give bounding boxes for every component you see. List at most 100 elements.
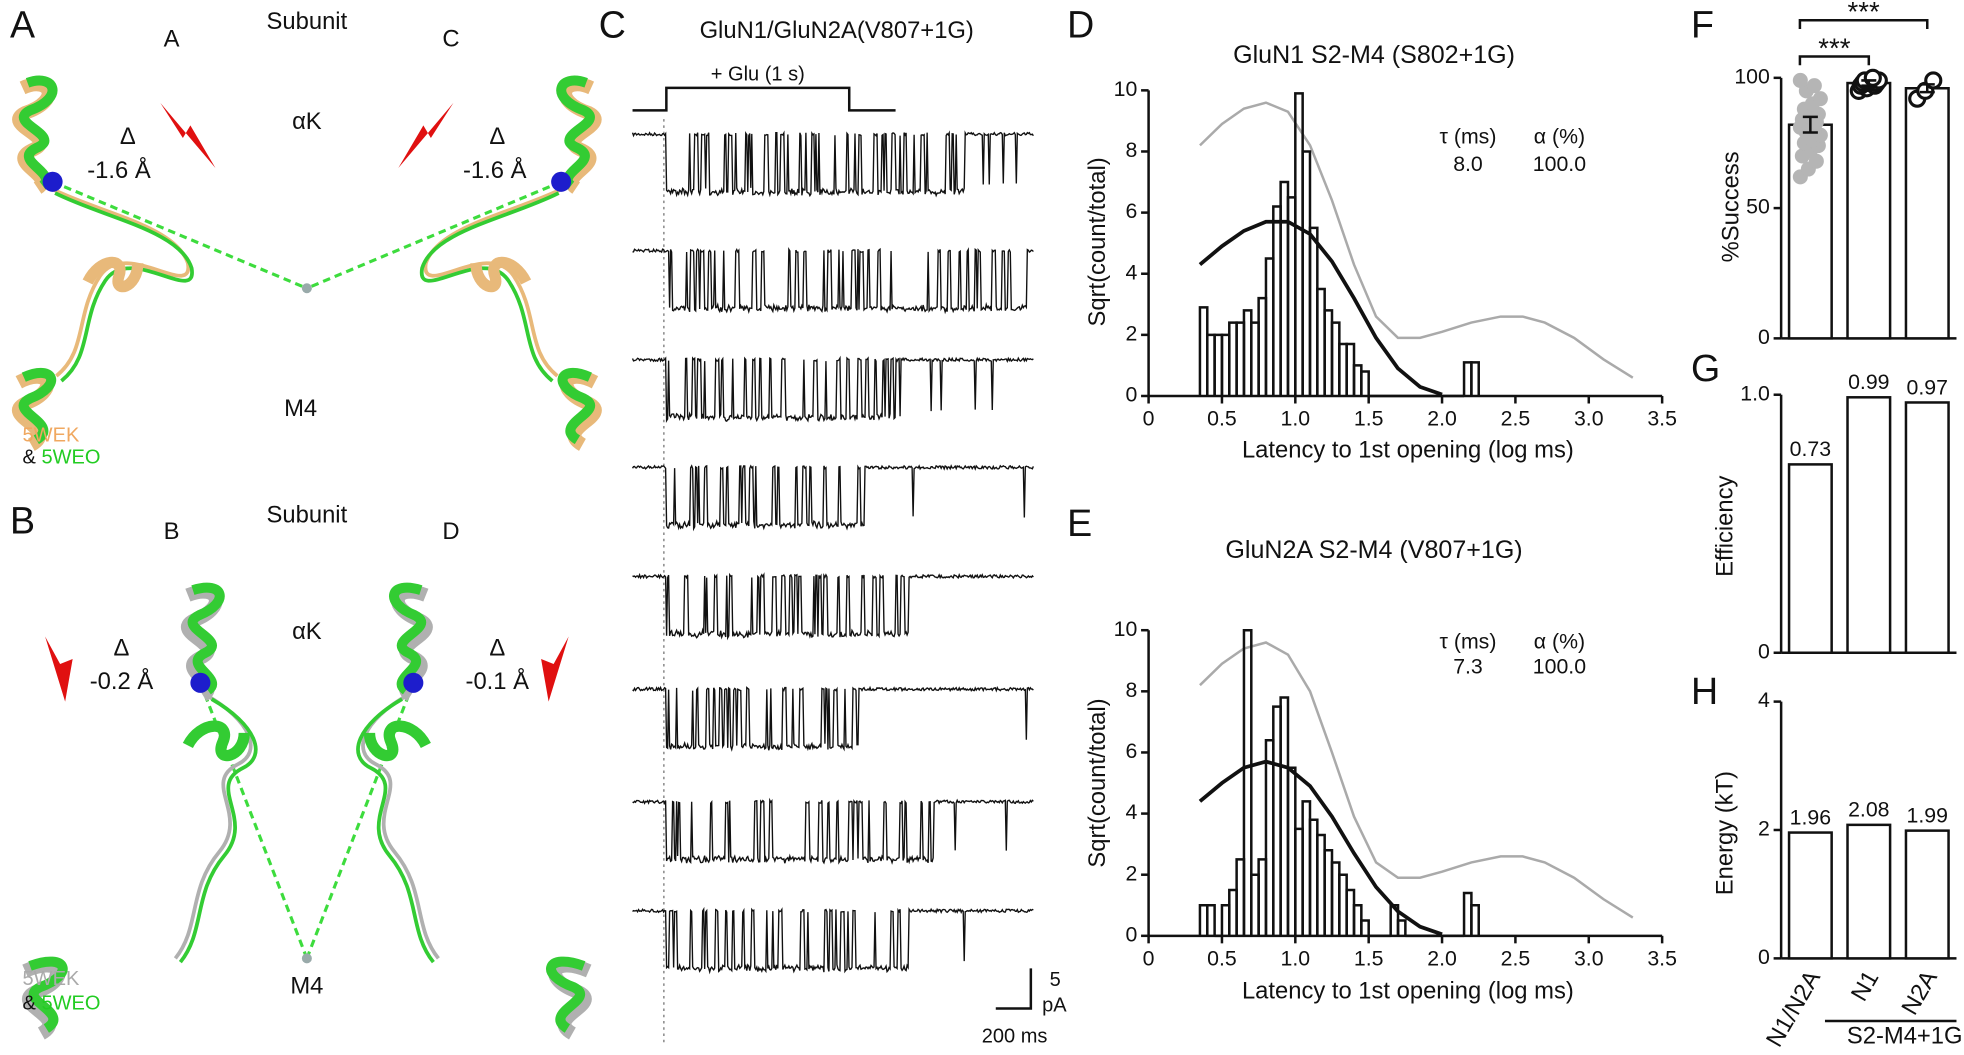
panel-b: B Subunit B D αK Δ -0.2 Å Δ -0.1 Å M4 5W…: [10, 500, 589, 1034]
x-tick-label: 2.5: [1501, 946, 1531, 970]
stimulus-label: + Glu (1 s): [711, 64, 805, 86]
y-tick-label: 6: [1125, 199, 1137, 223]
fit-value: 100.0: [1533, 654, 1586, 678]
legend-entry: 5WEK: [23, 968, 80, 990]
histogram-bar: [1242, 628, 1253, 936]
panel-label: H: [1691, 670, 1718, 712]
scale-label: 5: [1050, 969, 1061, 991]
fit-value: 100.0: [1533, 152, 1586, 176]
center-dot: [301, 953, 312, 964]
delta: Δ: [489, 123, 505, 150]
current-trace: [632, 572, 1034, 641]
value-label: 0.73: [1790, 437, 1831, 461]
y-tick-label: 1.0: [1740, 381, 1770, 405]
error-bar: [1802, 115, 1818, 134]
significance-label: ***: [1848, 0, 1880, 27]
structure-left: [19, 81, 307, 445]
value-label: 0.97: [1907, 375, 1948, 399]
legend-entry: 5WEO: [41, 447, 100, 469]
significance-bracket: [1798, 55, 1871, 66]
bar: [1904, 87, 1950, 340]
significance-label: ***: [1818, 33, 1850, 64]
x-tick-label: 3.0: [1574, 406, 1604, 430]
delta-value: -0.2 Å: [90, 667, 154, 695]
group-label: S2-M4+1G: [1847, 1023, 1963, 1050]
current-trace: [632, 906, 1034, 975]
x-tick-label: 0.5: [1207, 406, 1237, 430]
x-tick-label: 2.5: [1501, 406, 1531, 430]
fit-header: α (%): [1534, 629, 1585, 653]
y-axis-label: Sqrt(count/total): [1084, 157, 1111, 326]
data-point: [1806, 78, 1822, 94]
y-tick-label: 0: [1758, 325, 1770, 349]
data-point: [1812, 91, 1828, 107]
y-tick-label: 50: [1746, 195, 1770, 219]
domain-label: αK: [292, 618, 322, 645]
current-trace: [632, 685, 1034, 752]
current-trace: [631, 355, 1034, 424]
delta: Δ: [489, 634, 505, 661]
y-tick-label: 8: [1125, 138, 1137, 162]
x-tick-label: 2.0: [1427, 946, 1457, 970]
value-label: 1.99: [1907, 803, 1948, 827]
histogram-bar: [1470, 361, 1480, 396]
legend-entry: 5WEK: [23, 424, 80, 446]
x-tick-label: 1.5: [1354, 946, 1384, 970]
reference-curve: [1199, 101, 1634, 379]
structure-right: [307, 81, 595, 445]
y-axis-label: Efficiency: [1711, 475, 1738, 576]
delta-value: -1.6 Å: [87, 156, 151, 184]
x-axis-label: Latency to 1st opening (log ms): [1242, 977, 1574, 1004]
data-point: [1792, 72, 1808, 88]
reference-curve: [1199, 641, 1634, 919]
panel-label: G: [1691, 347, 1720, 389]
legend-sep: &: [23, 447, 37, 469]
histogram-bar: [1206, 904, 1216, 936]
value-label: 1.96: [1790, 805, 1831, 829]
fit-curve: [1198, 219, 1443, 397]
domain-label: αK: [292, 108, 322, 135]
histogram-bar: [1360, 919, 1370, 936]
current-trace: [631, 464, 1034, 532]
y-tick-label: 8: [1125, 678, 1137, 702]
center-dot: [301, 283, 312, 294]
error-bar: [1919, 83, 1935, 94]
bar: [1846, 81, 1892, 340]
fit-header: τ (ms): [1440, 629, 1497, 653]
y-tick-label: 10: [1114, 617, 1138, 641]
current-trace: [632, 246, 1034, 315]
panel-a: A Subunit A C αK Δ -1.6 Å Δ -1.6 Å M4 5W…: [10, 4, 595, 469]
stimulus-bar: [632, 86, 896, 112]
panel-label: C: [599, 4, 626, 46]
y-axis-label: Sqrt(count/total): [1084, 698, 1111, 867]
panel-label: E: [1067, 502, 1092, 544]
panel-label: B: [10, 500, 35, 542]
y-axis-label: %Success: [1718, 151, 1745, 262]
fit-header: τ (ms): [1440, 125, 1497, 149]
chart-title: GluN1 S2-M4 (S802+1G): [1233, 41, 1515, 69]
y-tick-label: 0: [1758, 945, 1770, 969]
fit-curve: [1198, 759, 1443, 937]
subunit-name: A: [164, 26, 180, 53]
scale-bar: [995, 968, 1033, 1010]
delta-value: -0.1 Å: [466, 667, 530, 695]
x-axis-label: Latency to 1st opening (log ms): [1242, 436, 1574, 463]
y-tick-label: 4: [1125, 260, 1137, 284]
bar: [1846, 396, 1892, 655]
y-tick-label: 0: [1125, 922, 1137, 946]
y-tick-label: 2: [1758, 817, 1770, 841]
y-tick-label: 4: [1758, 688, 1770, 712]
segment-label: M4: [290, 972, 323, 999]
x-tick-label: 1.0: [1281, 946, 1311, 970]
x-tick-label: 0: [1143, 406, 1155, 430]
panel-title: GluN1/GluN2A(V807+1G): [700, 17, 974, 44]
histogram-bar: [1470, 904, 1480, 936]
histogram-bar: [1396, 919, 1407, 936]
panel-label: A: [10, 4, 35, 46]
bar: [1846, 823, 1892, 960]
scale-label: 200 ms: [982, 1026, 1048, 1048]
value-label: 2.08: [1848, 798, 1889, 822]
segment-label: M4: [284, 395, 317, 422]
